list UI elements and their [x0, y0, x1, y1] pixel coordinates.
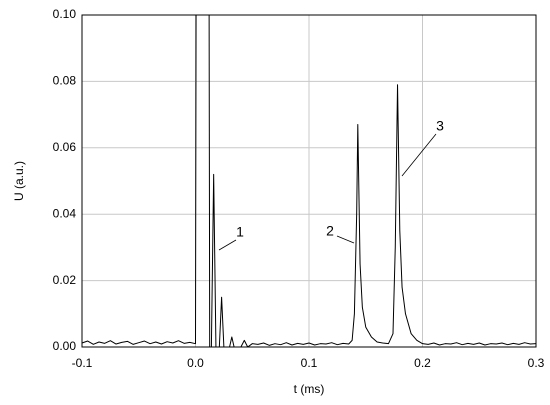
y-tick-label: 0.04: [53, 206, 77, 220]
x-tick-label: 0.1: [301, 356, 318, 370]
leader-line: [336, 235, 355, 244]
x-tick-label: 0.0: [187, 356, 204, 370]
y-tick-label: 0.00: [53, 339, 77, 353]
peak-label: 2: [326, 223, 334, 239]
x-tick-label: 0.3: [528, 356, 545, 370]
peak-label: 3: [436, 118, 444, 134]
leader-line: [401, 133, 437, 177]
plot-frame: [81, 14, 537, 348]
signal-line: [81, 14, 537, 348]
y-tick-label: 0.08: [53, 74, 77, 88]
y-tick-label: 0.10: [53, 7, 77, 21]
y-axis-title: U (a.u.): [12, 161, 26, 201]
y-tick-label: 0.02: [53, 273, 77, 287]
x-tick-label: 0.2: [414, 356, 431, 370]
y-tick-label: 0.06: [53, 140, 77, 154]
peak-label: 1: [236, 224, 244, 240]
leader-line: [218, 239, 237, 251]
x-tick-label: -0.1: [72, 356, 93, 370]
x-axis-title: t (ms): [294, 382, 325, 396]
